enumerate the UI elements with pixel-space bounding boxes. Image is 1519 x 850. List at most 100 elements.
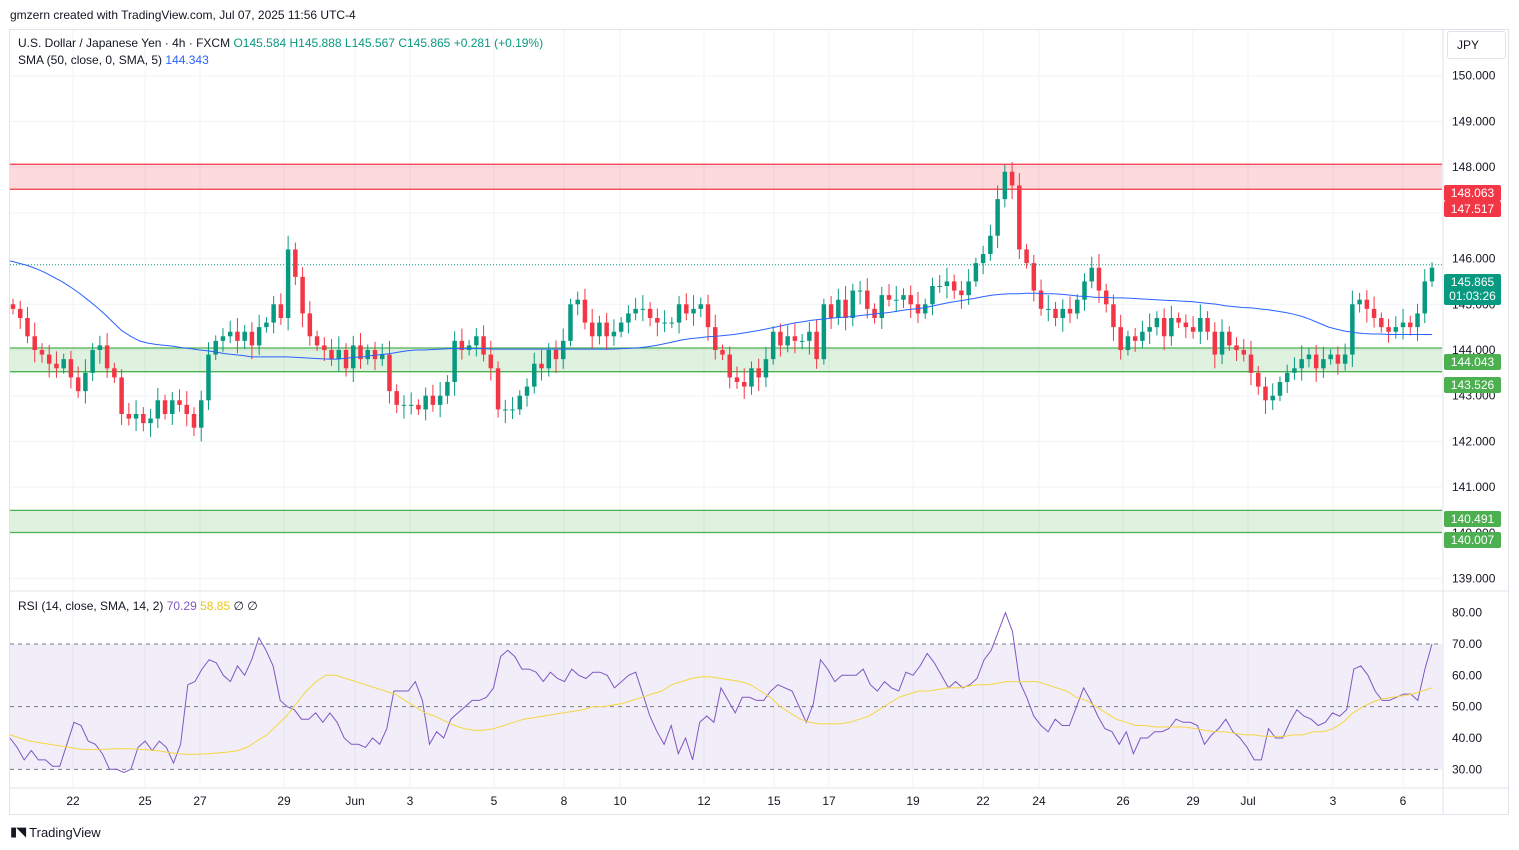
symbol-row: U.S. Dollar / Japanese Yen · 4h · FXCM O… <box>18 35 543 52</box>
candle-body <box>850 290 856 318</box>
candle-body <box>39 350 45 355</box>
candle-body <box>821 304 827 360</box>
candle-body <box>1219 331 1225 355</box>
price-tag-value: 140.007 <box>1450 533 1495 547</box>
candle-body <box>1371 308 1377 318</box>
candle-body <box>1154 318 1160 328</box>
candle-body <box>430 395 436 405</box>
rsi-tick-label: 80.00 <box>1452 606 1482 620</box>
candle-body <box>857 290 863 292</box>
candle-body <box>1415 313 1420 328</box>
candle-body <box>68 359 74 378</box>
candle-body <box>133 414 139 419</box>
candle-body <box>966 281 971 296</box>
candle-body <box>546 350 551 369</box>
candle-body <box>1248 354 1254 373</box>
candle-body <box>937 286 942 287</box>
candle-body <box>1393 327 1399 332</box>
high-value: H145.888 <box>289 36 342 50</box>
rsi-label[interactable]: RSI (14, close, SMA, 14, 2) <box>18 599 164 613</box>
price-tick-label: 146.000 <box>1452 252 1496 266</box>
candle-body <box>575 299 580 305</box>
price-tag[interactable]: 140.007 <box>1444 532 1501 548</box>
currency-button[interactable]: JPY <box>1447 31 1506 59</box>
candle-body <box>1270 395 1275 401</box>
candle-body <box>278 304 284 318</box>
candle-body <box>1292 368 1297 373</box>
candle-body <box>1183 322 1189 328</box>
candle-body <box>1205 318 1210 332</box>
candle-body <box>843 299 848 318</box>
candle-body <box>1060 308 1066 318</box>
candle-body <box>539 363 544 369</box>
price-tick-label: 149.000 <box>1452 114 1496 128</box>
candle-body <box>1031 263 1037 291</box>
time-tick-label: 5 <box>491 794 498 808</box>
symbol-label[interactable]: U.S. Dollar / Japanese Yen · 4h · FXCM <box>18 36 231 50</box>
candle-body <box>749 368 754 387</box>
candle-body <box>61 359 66 369</box>
candle-body <box>1335 354 1341 364</box>
candle-body <box>1284 372 1290 382</box>
candle-body <box>691 308 696 314</box>
candle-body <box>1140 331 1145 341</box>
candle-body <box>141 414 146 424</box>
candle-body <box>285 249 291 318</box>
candle-body <box>379 354 385 360</box>
candle-body <box>481 336 486 355</box>
candle-body <box>423 395 428 410</box>
time-tick-label: 6 <box>1400 794 1407 808</box>
candle-body <box>1075 299 1080 314</box>
candle-body <box>1161 318 1167 337</box>
candle-body <box>698 304 704 309</box>
tradingview-logo[interactable]: ▮◥ TradingView <box>10 824 101 840</box>
candle-body <box>343 350 349 369</box>
candle-body <box>720 350 725 355</box>
candle-body <box>568 304 573 341</box>
candle-body <box>1017 185 1022 250</box>
price-tag[interactable]: 147.517 <box>1444 201 1501 217</box>
candle-body <box>46 354 52 364</box>
close-value: C145.865 <box>398 36 451 50</box>
candle-body <box>872 308 877 318</box>
candle-body <box>1169 318 1174 337</box>
candle-body <box>1176 318 1181 323</box>
candle-body <box>770 331 776 360</box>
candle-body <box>944 281 950 286</box>
candle-body <box>206 354 211 401</box>
candle-body <box>647 308 653 318</box>
time-tick-label: 10 <box>613 794 627 808</box>
candle-body <box>799 340 805 342</box>
tradingview-logo-text: TradingView <box>29 824 101 840</box>
candle-body <box>930 286 935 305</box>
candle-body <box>503 409 508 411</box>
price-tag-value: 140.491 <box>1450 512 1495 526</box>
candle-body <box>387 354 392 392</box>
candle-body <box>1067 308 1073 314</box>
candle-body <box>1422 281 1428 314</box>
price-tag[interactable]: 143.526 <box>1444 377 1501 393</box>
sma-label[interactable]: SMA (50, close, 0, SMA, 5) <box>18 53 163 67</box>
price-tag[interactable]: 148.063 <box>1444 185 1501 201</box>
price-tag[interactable]: 144.043 <box>1444 354 1501 370</box>
candle-body <box>264 322 269 328</box>
rsi-extra-values: ∅ ∅ <box>233 599 258 613</box>
support-zone <box>10 348 1442 372</box>
price-tag[interactable]: 145.865 01:03:26 <box>1444 274 1501 305</box>
candle-body <box>162 400 168 414</box>
time-tick-label: 26 <box>1116 794 1130 808</box>
time-tick-label: 22 <box>66 794 80 808</box>
candle-body <box>582 299 588 323</box>
price-tag[interactable]: 140.491 <box>1444 511 1501 527</box>
price-tag-value: 144.043 <box>1450 355 1495 369</box>
time-tick-label: 29 <box>1186 794 1200 808</box>
candle-body <box>1132 336 1138 341</box>
candle-body <box>713 327 718 350</box>
candle-body <box>676 304 682 323</box>
candle-body <box>408 404 414 406</box>
candle-body <box>560 340 566 360</box>
candle-body <box>242 331 247 341</box>
candle-body <box>633 308 638 314</box>
time-tick-label: 8 <box>561 794 568 808</box>
